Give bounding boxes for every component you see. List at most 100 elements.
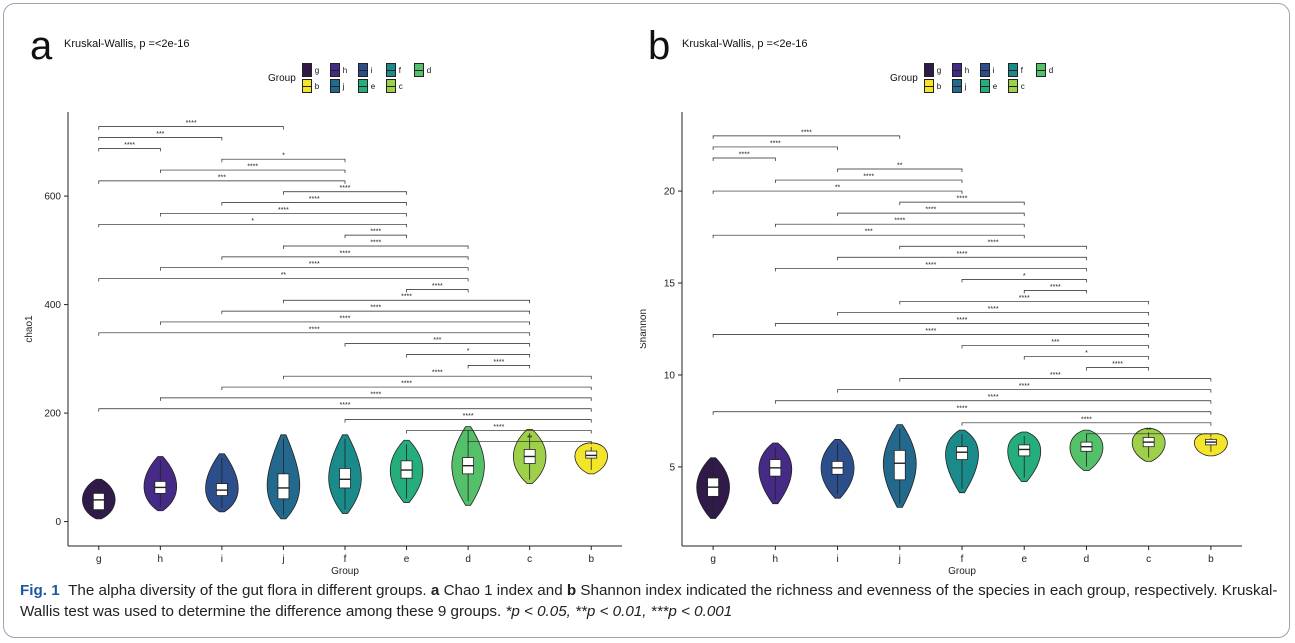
chart-panel-b: 5 10 15 20 g h i j f e d c b Group Shannon **** **** ****… (640, 18, 1280, 578)
significance-label: **** (247, 164, 258, 171)
legend-swatch-e (357, 79, 368, 93)
significance-bracket (221, 158, 346, 163)
significance-label: **** (340, 315, 351, 322)
caption-b-label: b (566, 582, 577, 599)
legend-swatch-h (951, 63, 962, 77)
significance-bracket (283, 191, 407, 195)
significance-label: **** (770, 140, 781, 147)
significance-bracket (961, 345, 1150, 349)
legend-swatch-b (301, 79, 312, 93)
x-tick-label: c (527, 554, 532, 565)
significance-bracket (98, 332, 531, 336)
legend-swatch-f (1007, 63, 1018, 77)
figure-frame (3, 3, 1290, 638)
legend-label-j: j (342, 81, 345, 91)
legend-swatch-c (385, 79, 396, 93)
legend-entry-c: c (1007, 78, 1032, 94)
significance-label: ** (1146, 427, 1152, 434)
significance-label: * (282, 153, 285, 160)
box-f (339, 468, 351, 489)
significance-label: **** (493, 424, 504, 431)
significance-bracket (159, 213, 407, 217)
significance-bracket (1086, 367, 1150, 371)
significance-bracket (98, 126, 284, 130)
significance-label: **** (1019, 383, 1030, 390)
x-tick-label: f (961, 554, 964, 565)
significance-label: **** (432, 283, 443, 290)
significance-bracket (837, 168, 963, 173)
x-tick-label: d (465, 554, 471, 565)
y-tick-label: 200 (44, 409, 61, 420)
x-tick-label: c (1146, 554, 1151, 565)
significance-bracket (774, 223, 1025, 228)
caption-significance: *p < 0.05, **p < 0.01, ***p < 0.001 (505, 603, 733, 620)
significance-bracket (1086, 433, 1212, 437)
x-tick-label: h (773, 554, 779, 565)
panel-label-a: a (30, 24, 53, 68)
x-tick-label: i (836, 554, 838, 565)
significance-bracket (159, 267, 469, 271)
x-tick-label: g (96, 554, 102, 565)
box-f (956, 446, 968, 460)
significance-bracket (712, 190, 963, 195)
significance-label: ** (281, 272, 287, 279)
significance-label: **** (309, 261, 320, 268)
legend-label-e: e (992, 81, 998, 91)
y-tick-label: 10 (664, 370, 676, 381)
y-axis-title: chao1 (24, 315, 35, 343)
y-tick-label: 400 (44, 300, 61, 311)
significance-bracket (712, 234, 1025, 239)
significance-label: ** (897, 163, 903, 170)
x-tick-label: e (1021, 554, 1027, 565)
legend-a: Group g h i f d b j e c (268, 62, 438, 94)
x-tick-label: b (1208, 554, 1214, 565)
legend-label-f: f (1020, 65, 1024, 75)
legend-swatch-j (951, 79, 962, 93)
significance-bracket (899, 301, 1150, 305)
significance-label: **** (401, 294, 412, 301)
legend-label-h: h (964, 65, 970, 75)
box-j (893, 449, 906, 481)
box-j (277, 473, 290, 500)
significance-label: **** (186, 120, 197, 127)
significance-label: **** (739, 151, 750, 158)
significance-bracket (283, 375, 592, 380)
legend-swatch-d (413, 63, 424, 77)
significance-label: **** (925, 262, 936, 269)
legend-title-a: Group (268, 72, 296, 84)
significance-bracket (221, 310, 531, 315)
significance-label: *** (218, 174, 226, 181)
legend-label-g: g (314, 65, 320, 75)
significance-label: **** (401, 381, 412, 388)
legend-label-e: e (370, 81, 376, 91)
legend-entry-c: c (385, 78, 410, 94)
legend-entry-f: f (385, 62, 410, 78)
significance-label: **** (340, 250, 351, 257)
significance-bracket (1023, 290, 1087, 294)
legend-title-b: Group (890, 72, 918, 84)
significance-label: **** (801, 129, 812, 136)
significance-label: *** (865, 229, 873, 236)
significance-bracket (159, 397, 592, 401)
significance-bracket (221, 386, 592, 391)
significance-bracket (406, 430, 592, 434)
significance-bracket (283, 245, 469, 249)
significance-bracket (98, 147, 161, 152)
y-tick-label: 600 (44, 192, 61, 203)
legend-swatch-h (329, 63, 340, 77)
significance-bracket (899, 378, 1212, 382)
significance-label: **** (463, 413, 474, 420)
significance-label: **** (957, 405, 968, 412)
significance-label: **** (1081, 416, 1092, 423)
significance-label: **** (309, 196, 320, 203)
legend-entry-e: e (979, 78, 1004, 94)
significance-label: **** (370, 305, 381, 312)
legend-swatch-i (357, 63, 368, 77)
significance-bracket (344, 419, 592, 423)
legend-entry-b: b (923, 78, 948, 94)
significance-label: **** (1050, 372, 1061, 379)
significance-bracket (406, 289, 469, 293)
significance-label: * (251, 218, 254, 225)
kruskal-wallis-label-b: Kruskal-Wallis, p =<2e-16 (682, 38, 808, 50)
